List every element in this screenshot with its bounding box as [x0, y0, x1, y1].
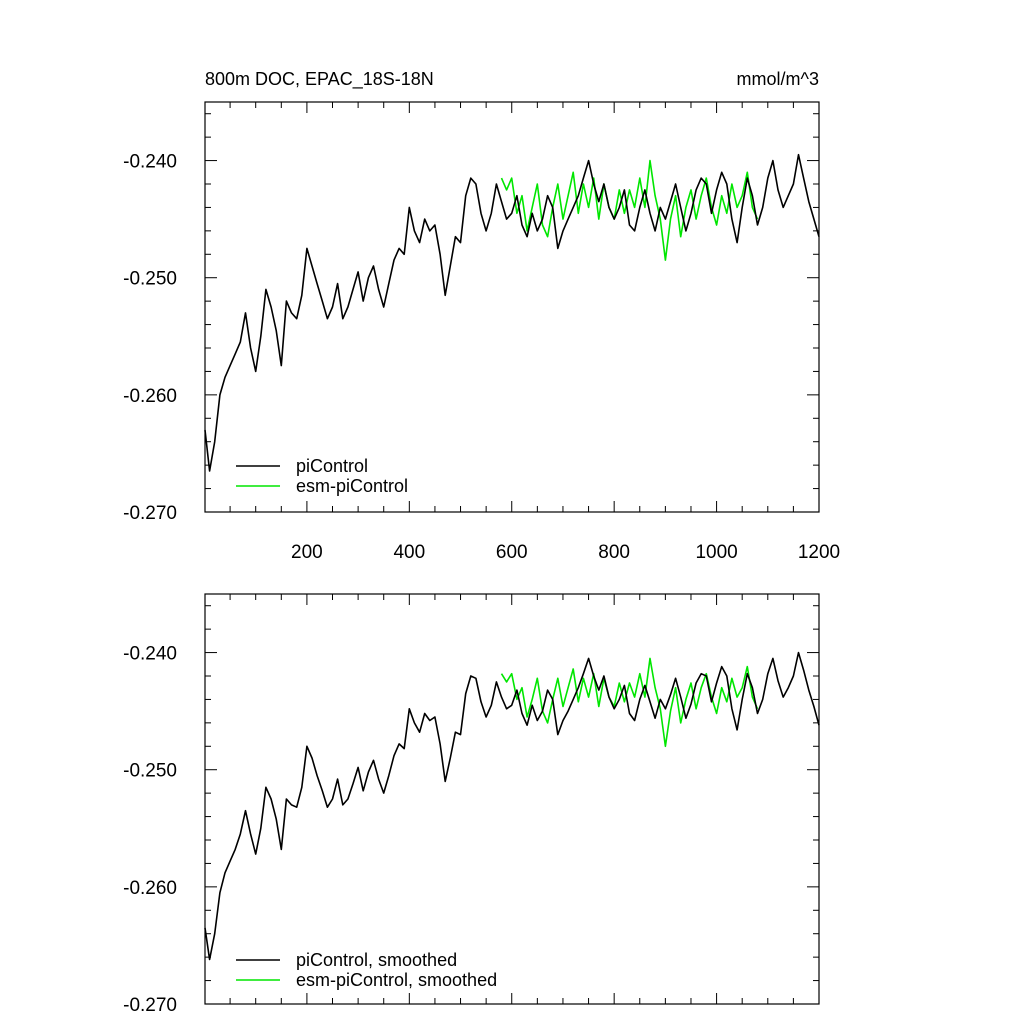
y-tick-label: -0.270 — [123, 995, 177, 1016]
plot-frame — [204, 593, 820, 1005]
chart-units: mmol/m^3 — [737, 69, 819, 89]
series-line-0 — [204, 153, 820, 472]
legend-label: esm-piControl — [296, 476, 408, 496]
x-tick-label: 1200 — [798, 542, 840, 563]
y-tick-label: -0.260 — [123, 878, 177, 899]
chart-title: 800m DOC, EPAC_18S-18N — [205, 69, 434, 90]
x-tick-label: 400 — [393, 542, 425, 563]
x-tick-label: 1000 — [695, 542, 737, 563]
legend-label: piControl, smoothed — [296, 950, 457, 970]
series-line-1 — [500, 159, 759, 261]
y-tick-label: -0.240 — [123, 152, 177, 173]
legend-label: esm-piControl, smoothed — [296, 970, 497, 990]
plot-frame — [204, 101, 820, 513]
legend-label: piControl — [296, 456, 368, 476]
x-tick-label: 800 — [598, 542, 630, 563]
series-line-0 — [204, 651, 820, 961]
top-panel: 200 400 600 800 1000 1200 -0.240 -0.250 -0.260 -0… — [123, 101, 840, 563]
y-tick-label: -0.240 — [123, 644, 177, 665]
y-tick-label: -0.250 — [123, 761, 177, 782]
y-tick-label: -0.250 — [123, 269, 177, 290]
series-line-1 — [500, 657, 759, 748]
x-tick-label: 600 — [496, 542, 528, 563]
y-tick-label: -0.270 — [123, 503, 177, 524]
y-tick-label: -0.260 — [123, 386, 177, 407]
bottom-panel: -0.240 -0.250 -0.260 -0.270 piControl, smoot… — [123, 593, 820, 1016]
x-tick-label: 200 — [291, 542, 323, 563]
